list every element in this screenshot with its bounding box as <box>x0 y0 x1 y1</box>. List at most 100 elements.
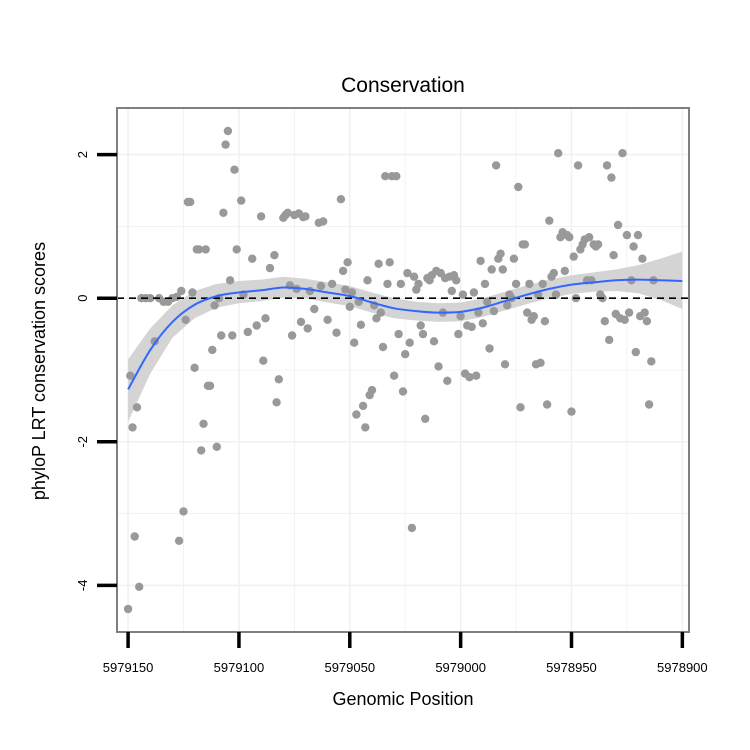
data-point <box>503 301 512 310</box>
x-tick-label: 5979150 <box>103 660 154 675</box>
data-point <box>447 286 456 296</box>
data-point <box>523 308 532 317</box>
gridlines <box>117 108 689 632</box>
data-point <box>287 331 297 340</box>
data-point <box>259 356 268 365</box>
y-tick-label: -4 <box>75 580 90 592</box>
smooth-curve <box>127 278 683 390</box>
data-point <box>585 233 594 242</box>
data-point <box>356 320 366 329</box>
data-point <box>511 279 521 289</box>
data-point <box>465 373 474 382</box>
y-tick-label: -2 <box>75 436 90 448</box>
data-point <box>633 230 643 240</box>
data-point <box>283 208 292 217</box>
x-tick-label: 5979100 <box>214 660 265 675</box>
data-point <box>265 263 275 273</box>
data-point <box>219 208 228 217</box>
data-point <box>536 358 545 367</box>
data-point <box>647 357 656 366</box>
data-point <box>474 308 483 317</box>
data-point <box>496 249 505 258</box>
data-point <box>478 319 487 328</box>
data-point <box>640 308 649 317</box>
data-point <box>376 308 385 317</box>
data-point <box>177 286 186 296</box>
data-point <box>372 314 381 323</box>
data-point <box>123 604 133 614</box>
data-point <box>389 371 399 380</box>
data-point <box>551 290 561 299</box>
data-point <box>303 324 312 333</box>
data-point <box>467 322 476 332</box>
data-point <box>509 254 519 263</box>
data-point <box>130 532 139 541</box>
data-point <box>338 266 348 276</box>
data-point <box>454 329 463 339</box>
data-points <box>123 126 658 614</box>
data-point <box>516 403 525 412</box>
data-point <box>443 376 452 385</box>
data-point <box>624 308 634 317</box>
data-point <box>520 240 530 249</box>
data-point <box>407 523 417 533</box>
data-point <box>243 327 252 337</box>
data-point <box>225 276 235 285</box>
data-point <box>221 140 230 149</box>
data-point <box>487 265 496 274</box>
data-point <box>385 258 394 267</box>
data-point <box>146 294 155 303</box>
data-point <box>514 182 523 192</box>
data-point <box>452 276 461 285</box>
data-point <box>237 196 246 205</box>
data-point <box>336 195 346 204</box>
data-point <box>296 317 306 327</box>
data-point <box>323 315 332 324</box>
data-point <box>542 400 552 409</box>
data-point <box>332 328 341 337</box>
data-point <box>381 172 390 181</box>
data-point <box>248 254 257 263</box>
data-point <box>549 268 558 278</box>
data-point <box>398 387 408 396</box>
data-point <box>458 290 468 299</box>
data-point <box>560 266 569 276</box>
data-point <box>261 314 270 323</box>
data-point <box>638 254 647 263</box>
data-point <box>554 149 563 158</box>
data-point <box>600 317 609 326</box>
data-point <box>208 345 217 355</box>
data-point <box>310 304 319 314</box>
data-point <box>456 312 465 321</box>
data-point <box>270 251 279 260</box>
x-axis-ticks: 5979150 5979100 5979050 5979000 5978950 59789… <box>103 632 708 675</box>
data-point <box>392 172 401 181</box>
data-point <box>429 337 439 346</box>
data-point <box>480 279 490 289</box>
data-point <box>367 385 377 395</box>
data-point <box>529 312 538 321</box>
data-point <box>374 259 383 268</box>
data-point <box>135 582 144 591</box>
data-point <box>476 256 485 266</box>
data-point <box>642 317 652 326</box>
y-tick-label: 0 <box>75 295 90 302</box>
data-point <box>545 216 554 225</box>
data-point <box>301 212 310 221</box>
plot-frame <box>116 107 690 633</box>
data-point <box>363 276 372 285</box>
data-point <box>341 285 350 294</box>
data-point <box>569 252 578 261</box>
data-point <box>421 414 430 423</box>
data-point <box>622 230 632 240</box>
data-point <box>126 371 135 380</box>
data-point <box>194 245 204 254</box>
data-point <box>128 423 137 432</box>
data-point <box>609 251 618 260</box>
data-point <box>212 442 221 451</box>
data-point <box>469 288 479 297</box>
data-point <box>593 240 603 249</box>
data-point <box>352 410 361 419</box>
data-point <box>483 297 492 306</box>
